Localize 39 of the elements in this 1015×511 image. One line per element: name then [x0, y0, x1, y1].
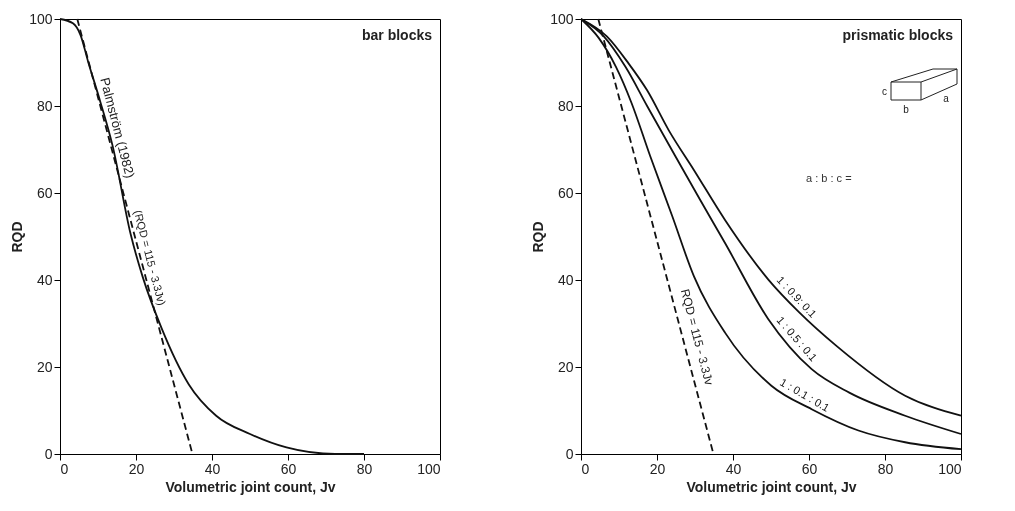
annotation: (RQD = 115 - 3.3Jv): [131, 208, 169, 307]
y-tick-label: 100: [550, 10, 574, 27]
y-tick-label: 20: [36, 358, 53, 375]
x-tick-label: 60: [280, 460, 297, 477]
x-tick-label: 20: [649, 460, 666, 477]
y-tick-label: 60: [557, 184, 574, 201]
annotation: c: [882, 86, 887, 97]
y-axis-title: RQD: [9, 221, 26, 253]
x-axis-title: Volumetric joint count, Jv: [165, 478, 336, 495]
x-tick-label: 80: [877, 460, 894, 477]
x-tick-label: 0: [60, 460, 69, 477]
x-axis-title: Volumetric joint count, Jv: [686, 478, 857, 495]
x-tick-label: 80: [356, 460, 373, 477]
text: 1 : 0.1 : 0.1: [778, 375, 832, 414]
y-tick-label: 20: [557, 358, 574, 375]
y-tick-label: 60: [36, 184, 53, 201]
x-tick-label: 40: [204, 460, 221, 477]
y-tick-label: 40: [36, 271, 53, 288]
y-tick-label: 80: [36, 97, 53, 114]
x-tick-label: 40: [725, 460, 742, 477]
annotation: b: [903, 104, 910, 115]
text: prismatic blocks: [842, 27, 954, 43]
y-tick-label: 40: [557, 271, 574, 288]
annotation: a : b : c =: [806, 172, 852, 184]
y-tick-label: 100: [29, 10, 53, 27]
y-tick-label: 80: [557, 97, 574, 114]
line-series: [59, 18, 365, 455]
y-tick-label: 0: [44, 445, 53, 462]
x-tick-label: 0: [581, 460, 590, 477]
annotation: Palmström (1982): [97, 75, 138, 180]
x-tick-label: 60: [801, 460, 818, 477]
annotation: a: [943, 93, 950, 104]
annotation: RQD = 115 - 3.3Jv: [677, 287, 717, 387]
y-axis-title: RQD: [530, 221, 547, 253]
x-tick-label: 20: [128, 460, 145, 477]
y-tick-label: 0: [565, 445, 574, 462]
x-tick-label: 100: [938, 460, 962, 477]
text: bar blocks: [361, 27, 433, 43]
x-tick-label: 100: [417, 460, 441, 477]
